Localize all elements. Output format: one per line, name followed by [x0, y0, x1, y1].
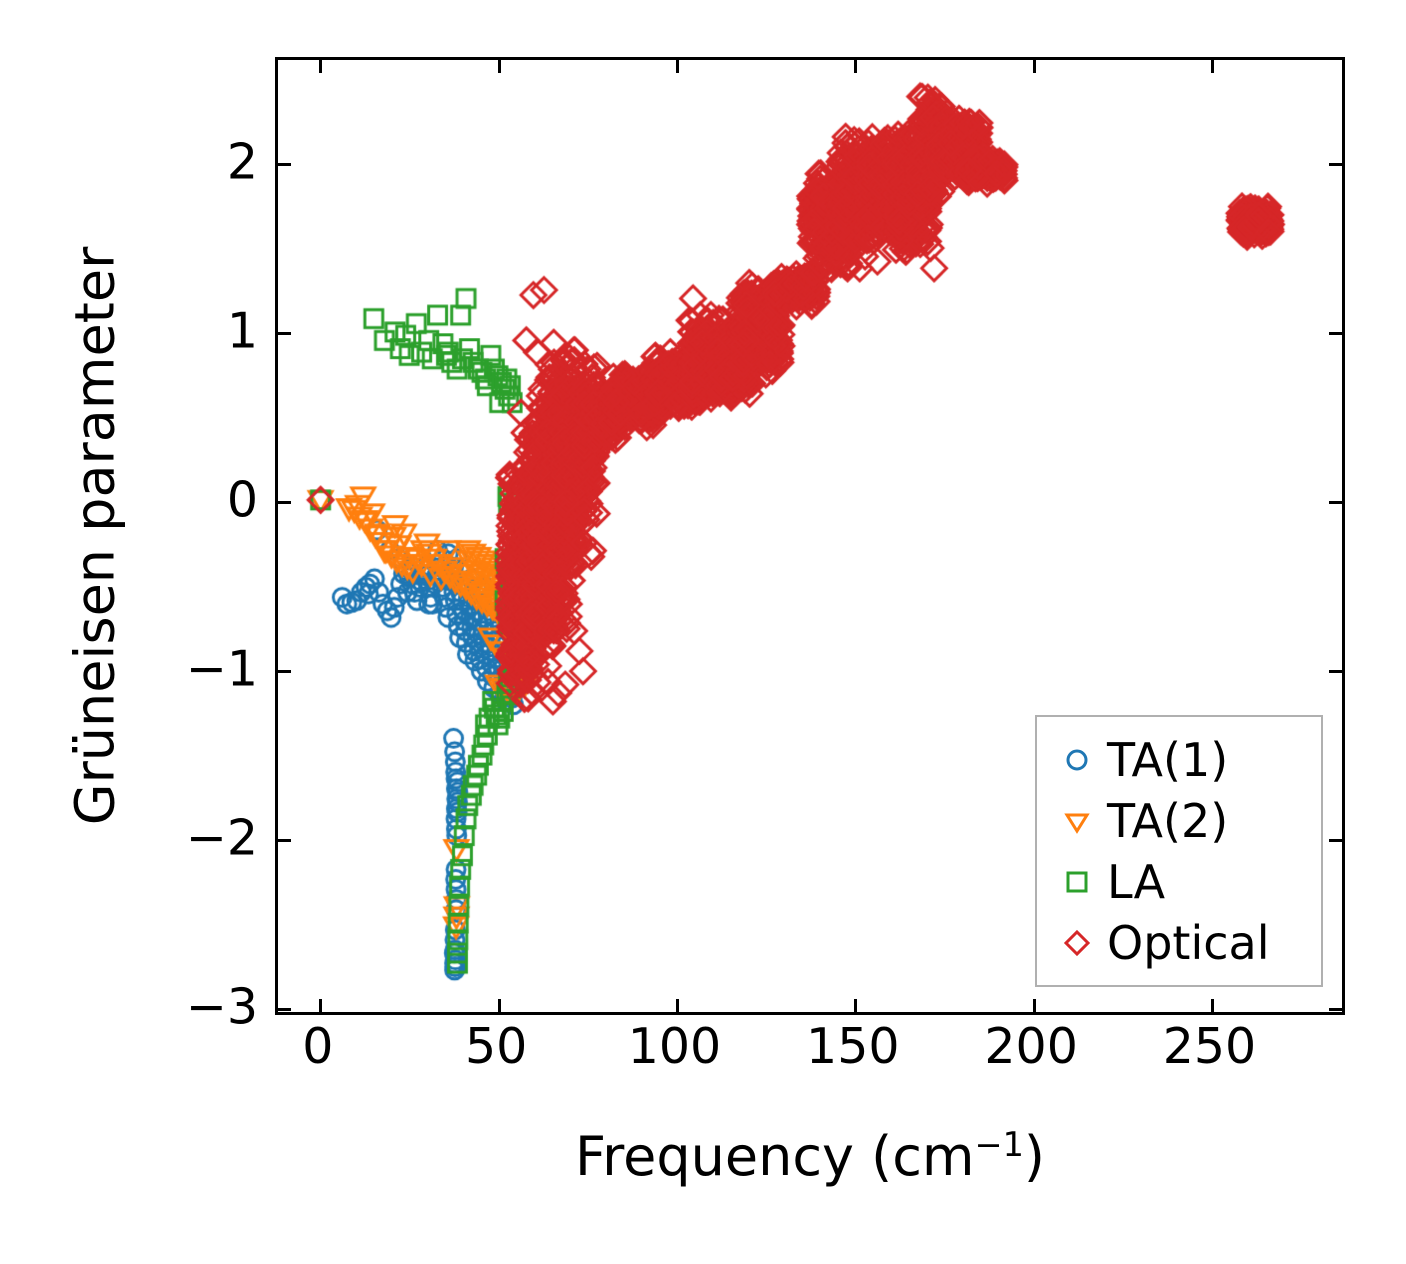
diamond-marker-icon [1051, 926, 1103, 960]
x-tick-100 [675, 60, 679, 73]
x-tick-label-200: 200 [984, 1018, 1078, 1075]
x-tick-0 [319, 999, 323, 1012]
triangle-down-marker-icon [1051, 804, 1103, 838]
x-tick-150 [854, 60, 858, 73]
legend-entry-ta2[interactable]: TA(2) [1051, 791, 1307, 851]
x-axis-label-base: Frequency (cm [575, 1125, 975, 1188]
x-tick-0 [319, 60, 323, 73]
y-axis-label: Grüneisen parameter [63, 246, 127, 826]
y-tick-−2 [1329, 839, 1342, 843]
legend-label-la: LA [1107, 854, 1166, 909]
y-tick-2 [1329, 163, 1342, 167]
y-tick-−3 [278, 1008, 291, 1012]
y-tick-−3 [1329, 1008, 1342, 1012]
x-tick-250 [1210, 60, 1214, 73]
x-tick-150 [854, 999, 858, 1012]
x-tick-label-100: 100 [627, 1018, 722, 1075]
square-marker-icon [1051, 865, 1103, 899]
legend-entry-ta1[interactable]: TA(1) [1051, 730, 1307, 790]
y-tick-label-−2: −2 [185, 809, 258, 867]
x-tick-250 [1210, 999, 1214, 1012]
y-tick-1 [1329, 332, 1342, 336]
y-tick-label-2: 2 [226, 133, 258, 191]
y-tick-0 [1329, 501, 1342, 505]
legend-box[interactable]: TA(1) TA(2) LA [1035, 715, 1323, 987]
plot-axes: TA(1) TA(2) LA [275, 57, 1345, 1015]
y-tick-label-0: 0 [226, 471, 258, 529]
x-tick-label-0: 0 [302, 1018, 334, 1075]
x-tick-100 [675, 999, 679, 1012]
x-tick-50 [497, 60, 501, 73]
y-tick-1 [278, 332, 291, 336]
x-tick-label-50: 50 [464, 1018, 528, 1075]
y-tick-0 [278, 501, 291, 505]
y-tick-−2 [278, 839, 291, 843]
x-tick-200 [1032, 60, 1036, 73]
y-tick-2 [278, 163, 291, 167]
y-tick-label-1: 1 [226, 302, 258, 360]
x-tick-label-150: 150 [806, 1018, 900, 1075]
y-tick-label-−3: −3 [185, 978, 258, 1036]
circle-marker-icon [1051, 743, 1103, 777]
legend-label-optical: Optical [1107, 915, 1270, 970]
x-axis-label-tail: ) [1023, 1125, 1045, 1188]
legend-label-ta2: TA(2) [1107, 793, 1229, 848]
legend-entry-la[interactable]: LA [1051, 852, 1307, 912]
x-tick-200 [1032, 999, 1036, 1012]
legend-entry-optical[interactable]: Optical [1051, 913, 1307, 973]
x-axis-label-exponent: −1 [974, 1125, 1024, 1164]
x-tick-label-250: 250 [1162, 1018, 1257, 1075]
legend-label-ta1: TA(1) [1107, 732, 1229, 787]
x-axis-label: Frequency (cm−1) [575, 1125, 1045, 1188]
y-tick-label-−1: −1 [185, 640, 258, 698]
y-tick-−1 [1329, 670, 1342, 674]
x-tick-50 [497, 999, 501, 1012]
y-tick-−1 [278, 670, 291, 674]
